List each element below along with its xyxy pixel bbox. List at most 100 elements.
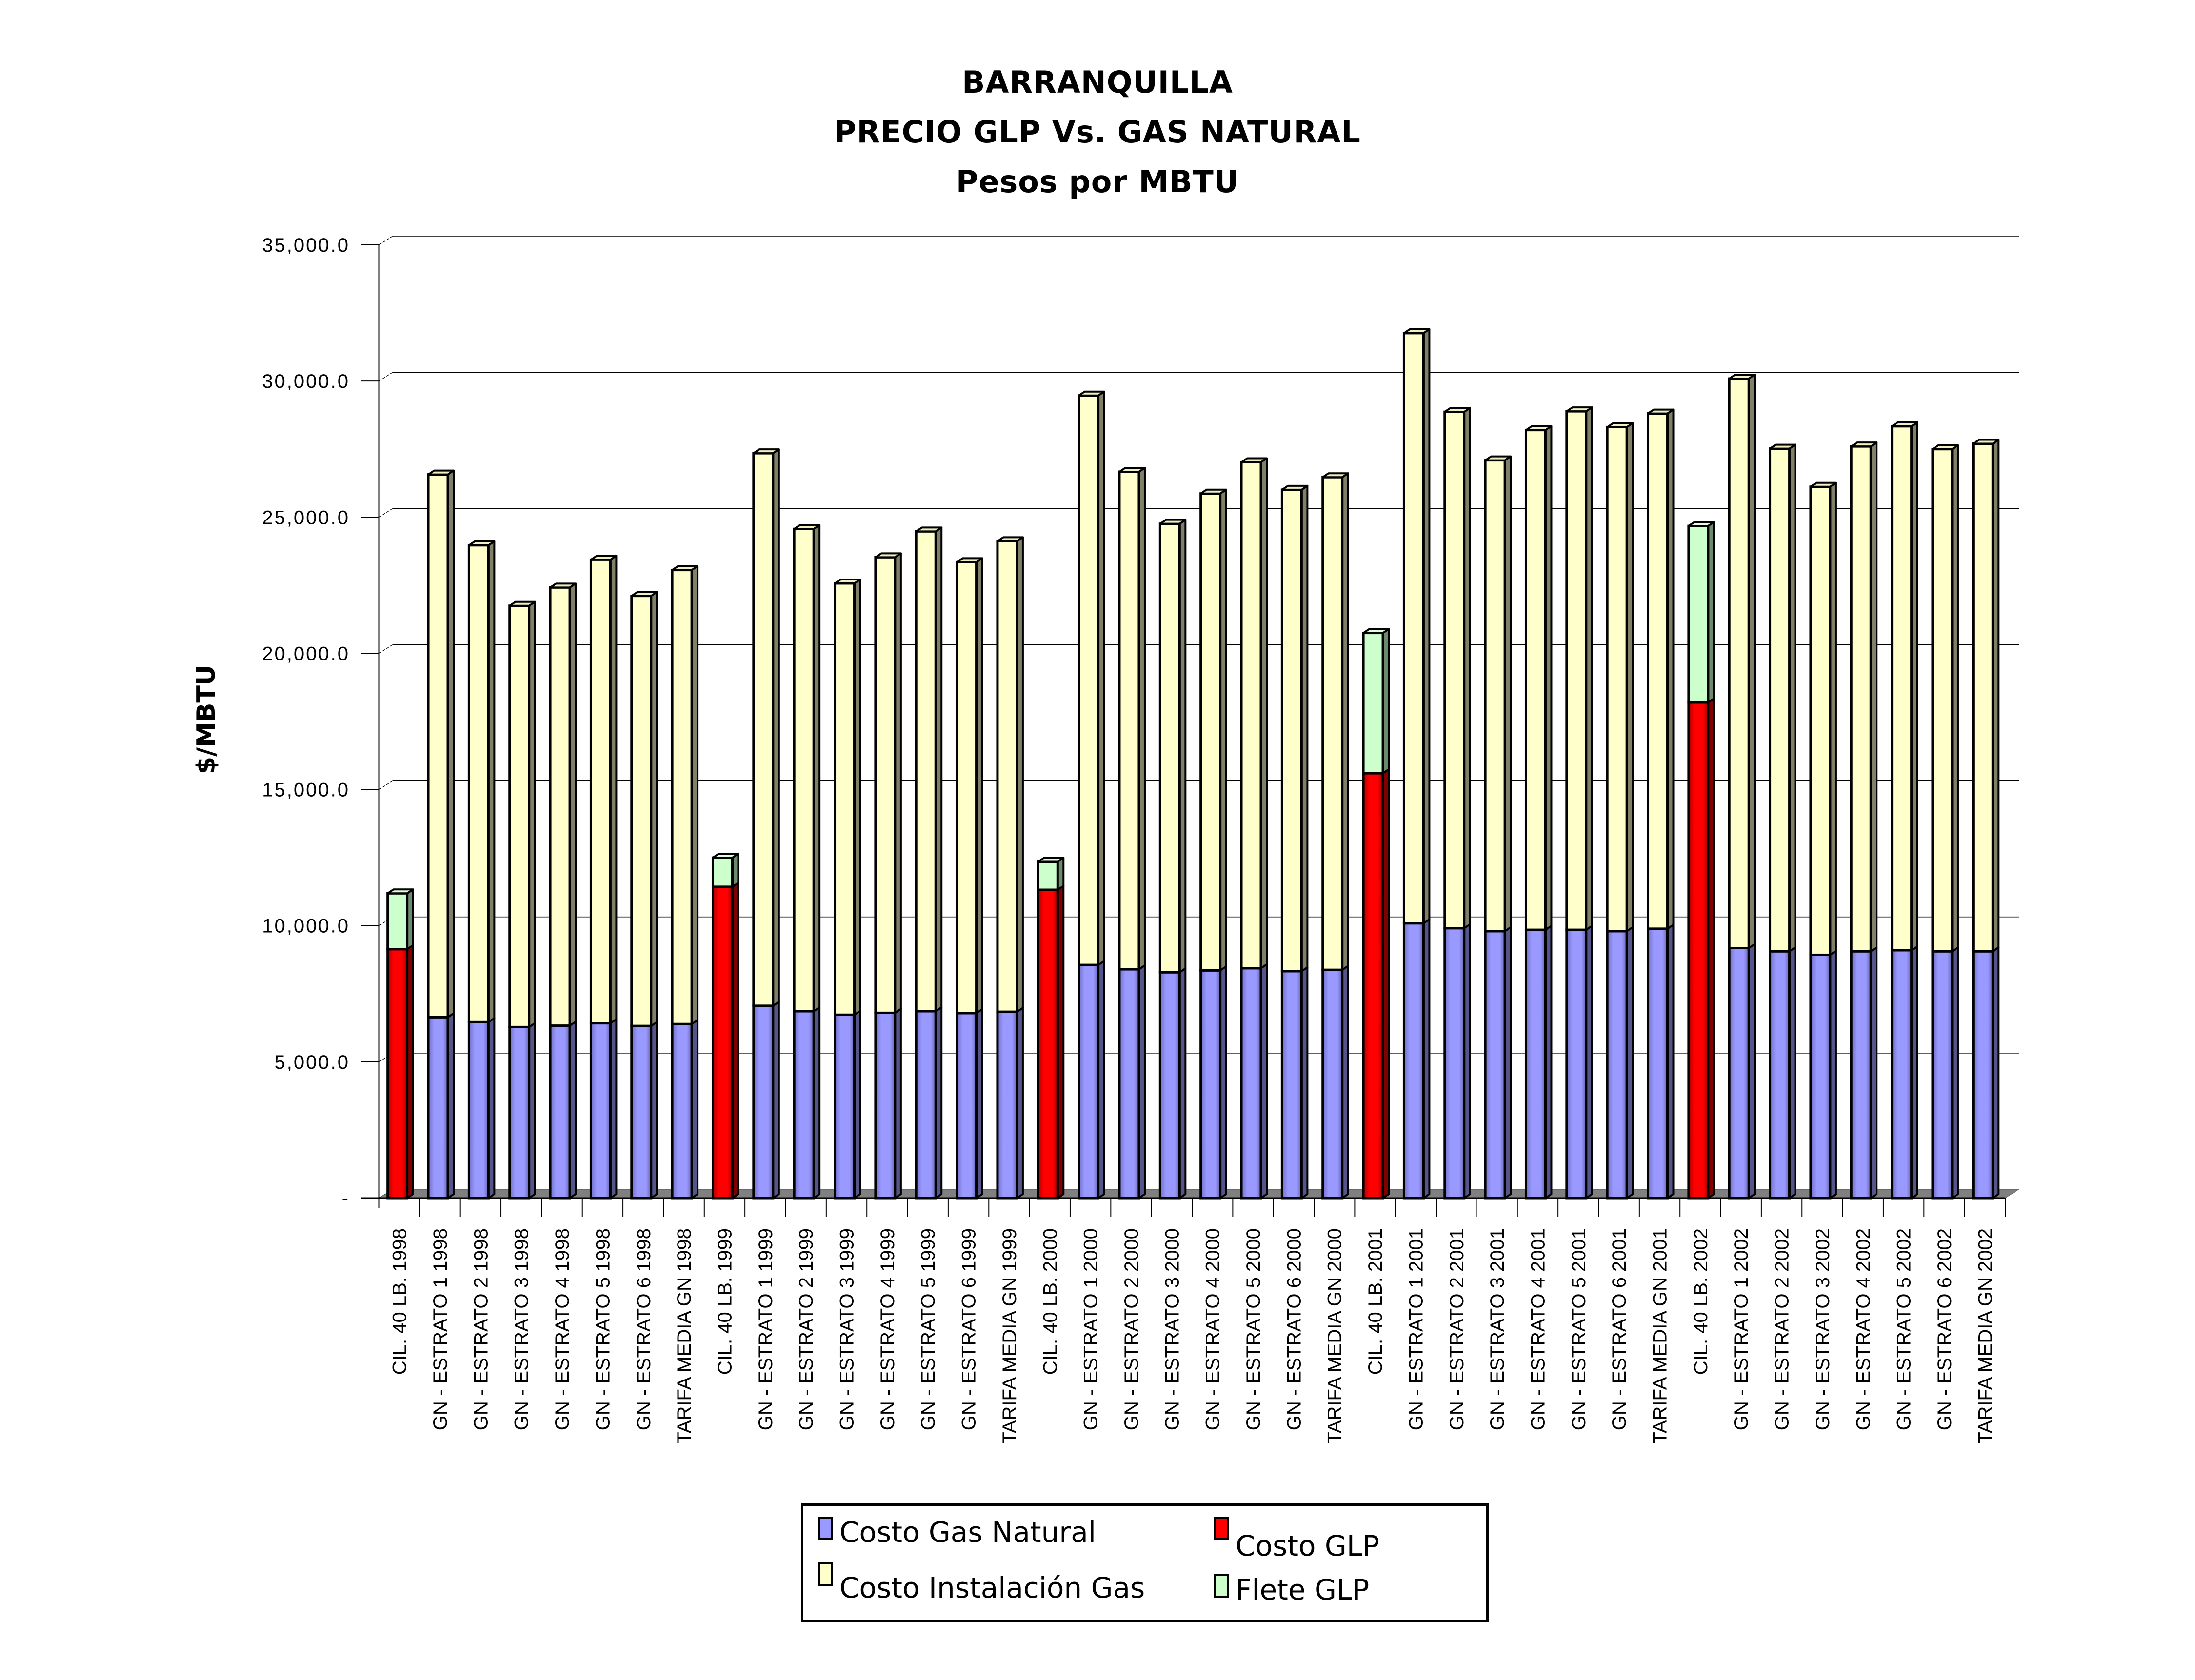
bar-front [1972, 442, 1994, 953]
bar-segment-instalacion [427, 469, 455, 1019]
bar-front [915, 1010, 937, 1200]
bar-segment-instalacion [1078, 390, 1105, 966]
bar-segment-instalacion [1809, 481, 1837, 956]
x-tick-label: GN - ESTRATO 1 2002 [1731, 1228, 1752, 1430]
bar-stack [1158, 519, 1187, 1200]
x-tick-label: GN - ESTRATO 4 2000 [1202, 1228, 1224, 1430]
bar-stack [1891, 421, 1918, 1200]
legend-item-flete: Flete GLP [1214, 1574, 1369, 1605]
bar-top [630, 591, 658, 597]
bar-segment-gas_natural [996, 1007, 1024, 1200]
bar-segment-instalacion [1402, 328, 1431, 925]
bars [386, 328, 2000, 1200]
y-tick-label: - [342, 1188, 350, 1209]
bar-segment-flete [386, 888, 414, 951]
bar-top [1321, 472, 1349, 479]
x-tick-label: TARIFA MEDIA GN 1999 [999, 1228, 1020, 1444]
bar-stack [956, 557, 983, 1200]
bar-front [1199, 969, 1222, 1200]
bar-stack [1443, 407, 1471, 1200]
chart-title-line-2: PRECIO GLP Vs. GAS NATURAL [834, 114, 1361, 150]
bar-stack [630, 591, 658, 1200]
bar-front [1037, 888, 1059, 1200]
bar-stack [1037, 857, 1065, 1200]
bar-top [1199, 488, 1227, 495]
bar-front [956, 560, 978, 1015]
bar-stack [834, 578, 861, 1200]
bar-segment-instalacion [630, 591, 658, 1027]
bar-front [996, 1010, 1018, 1200]
bar-segment-gas_natural [508, 1022, 536, 1200]
bar-segment-gas_natural [671, 1019, 699, 1200]
bar-top [1484, 455, 1512, 461]
bar-front [834, 1013, 856, 1200]
bar-top [1159, 519, 1187, 525]
bar-stack [1118, 467, 1146, 1200]
bar-front [1891, 425, 1913, 952]
bar-front [1850, 950, 1872, 1200]
chart-title-line-3: Pesos por MBTU [956, 164, 1239, 200]
legend-label-instalacion: Costo Instalación Gas [839, 1571, 1145, 1604]
bar-front [1606, 930, 1628, 1200]
bar-front [1769, 447, 1791, 953]
bar-front [467, 1020, 490, 1200]
bar-front [1443, 410, 1466, 930]
x-tick-label: GN - ESTRATO 4 1998 [552, 1228, 573, 1430]
bar-stack [1078, 390, 1105, 1200]
x-tick-label: GN - ESTRATO 5 2002 [1894, 1228, 1915, 1430]
bar-front [1402, 922, 1425, 1200]
bar-top [1078, 390, 1105, 397]
bar-front [1118, 968, 1140, 1200]
bar-top [793, 524, 821, 530]
bar-segment-glp [1362, 768, 1390, 1200]
legend-swatch-flete [1214, 1574, 1229, 1598]
y-tick-label: 10,000.0 [262, 916, 350, 937]
bar-stack [549, 582, 577, 1200]
bar-front [386, 948, 409, 1200]
bar-segment-gas_natural [1728, 943, 1756, 1200]
x-tick-label: CIL. 40 LB. 2002 [1690, 1228, 1712, 1375]
bar-stack [1809, 481, 1837, 1200]
bar-top [1606, 422, 1634, 428]
bar-stack [1769, 443, 1796, 1200]
bar-segment-instalacion [1931, 444, 1959, 953]
bar-front [386, 892, 409, 951]
gridline-connector [379, 508, 393, 518]
bar-front [874, 1011, 897, 1200]
x-tick-label: GN - ESTRATO 4 1999 [877, 1228, 898, 1430]
bar-front [1158, 971, 1181, 1200]
bar-segment-gas_natural [630, 1021, 658, 1200]
legend-swatch-instalacion [818, 1562, 833, 1586]
bar-stack [1484, 455, 1512, 1200]
bar-stack [1931, 444, 1959, 1200]
y-tick-label: 30,000.0 [262, 371, 350, 392]
bar-segment-instalacion [1524, 425, 1553, 931]
bar-front [508, 604, 531, 1028]
x-tick-label: GN - ESTRATO 4 2001 [1527, 1228, 1549, 1430]
bar-stack [1280, 484, 1309, 1200]
bar-top [1809, 481, 1837, 488]
bar-segment-gas_natural [1118, 964, 1146, 1200]
x-tick-label: CIL. 40 LB. 2000 [1039, 1228, 1061, 1375]
x-tick-label: GN - ESTRATO 1 2000 [1080, 1228, 1102, 1430]
bar-stack [1606, 422, 1634, 1200]
bar-top [956, 557, 983, 563]
bar-segment-glp [1037, 885, 1065, 1200]
x-tick-label: CIL. 40 LB. 2001 [1365, 1228, 1386, 1375]
bar-stack [589, 555, 618, 1200]
bar-top [752, 448, 780, 455]
bar-front [1931, 448, 1954, 953]
x-tick-label: GN - ESTRATO 6 2000 [1283, 1228, 1305, 1430]
bar-segment-instalacion [793, 524, 821, 1013]
x-tick-label: GN - ESTRATO 4 2002 [1853, 1228, 1874, 1430]
bar-front [711, 856, 734, 888]
bar-top [874, 552, 902, 559]
bar-segment-flete [1362, 628, 1390, 775]
bar-segment-glp [386, 944, 414, 1200]
bar-stack [1240, 457, 1268, 1200]
bar-top [590, 555, 618, 561]
x-tick-label: GN - ESTRATO 2 2002 [1772, 1228, 1793, 1430]
bar-front [549, 1024, 571, 1200]
bar-segment-gas_natural [752, 1000, 780, 1200]
bar-segment-instalacion [1891, 421, 1918, 952]
